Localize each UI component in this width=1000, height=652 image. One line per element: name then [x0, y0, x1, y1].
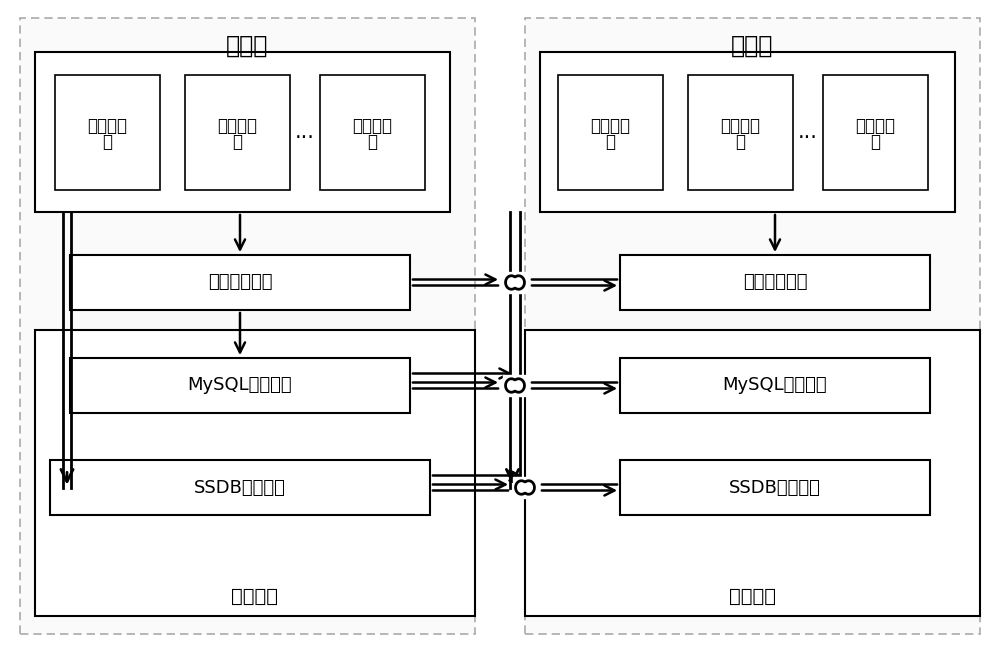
Text: 器: 器: [103, 134, 112, 151]
Bar: [185, 75, 290, 190]
Text: MySQL主数据库: MySQL主数据库: [188, 376, 292, 394]
Bar: [823, 75, 928, 190]
Bar: [20, 18, 475, 634]
Text: 器: 器: [736, 134, 746, 151]
Text: 主机房: 主机房: [226, 34, 269, 58]
Bar: [50, 460, 430, 515]
Bar: [503, 375, 527, 396]
Bar: [688, 75, 793, 190]
Bar: [35, 330, 475, 616]
Text: SSDB备数据库: SSDB备数据库: [729, 479, 821, 497]
Text: 器: 器: [368, 134, 378, 151]
Bar: [620, 460, 930, 515]
Text: 主数据库: 主数据库: [232, 587, 278, 606]
Text: 业务服务: 业务服务: [856, 117, 896, 136]
Bar: [70, 255, 410, 310]
Bar: [70, 358, 410, 413]
Text: 业务服务: 业务服务: [218, 117, 258, 136]
Bar: [620, 358, 930, 413]
Text: 备机房: 备机房: [731, 34, 774, 58]
Bar: [55, 75, 160, 190]
Text: 备数据库: 备数据库: [729, 587, 776, 606]
Bar: [620, 255, 930, 310]
Text: 业务服务: 业务服务: [590, 117, 631, 136]
Bar: [525, 18, 980, 634]
Text: 业务服务: 业务服务: [720, 117, 761, 136]
Bar: [540, 52, 955, 212]
Bar: [558, 75, 663, 190]
Bar: [525, 330, 980, 616]
Bar: [513, 477, 537, 498]
Text: ...: ...: [798, 122, 818, 142]
Bar: [503, 272, 527, 293]
Text: 业务服务: 业务服务: [88, 117, 128, 136]
Bar: [320, 75, 425, 190]
Text: MySQL备数据库: MySQL备数据库: [723, 376, 827, 394]
Text: 业务服务: 业务服务: [352, 117, 392, 136]
Text: SSDB主数据库: SSDB主数据库: [194, 479, 286, 497]
Text: 器: 器: [606, 134, 616, 151]
Text: 器: 器: [870, 134, 881, 151]
Text: 器: 器: [232, 134, 242, 151]
Text: 备缓存数据库: 备缓存数据库: [743, 273, 807, 291]
Text: 主缓存数据库: 主缓存数据库: [208, 273, 272, 291]
Bar: [35, 52, 450, 212]
Text: ...: ...: [295, 122, 315, 142]
